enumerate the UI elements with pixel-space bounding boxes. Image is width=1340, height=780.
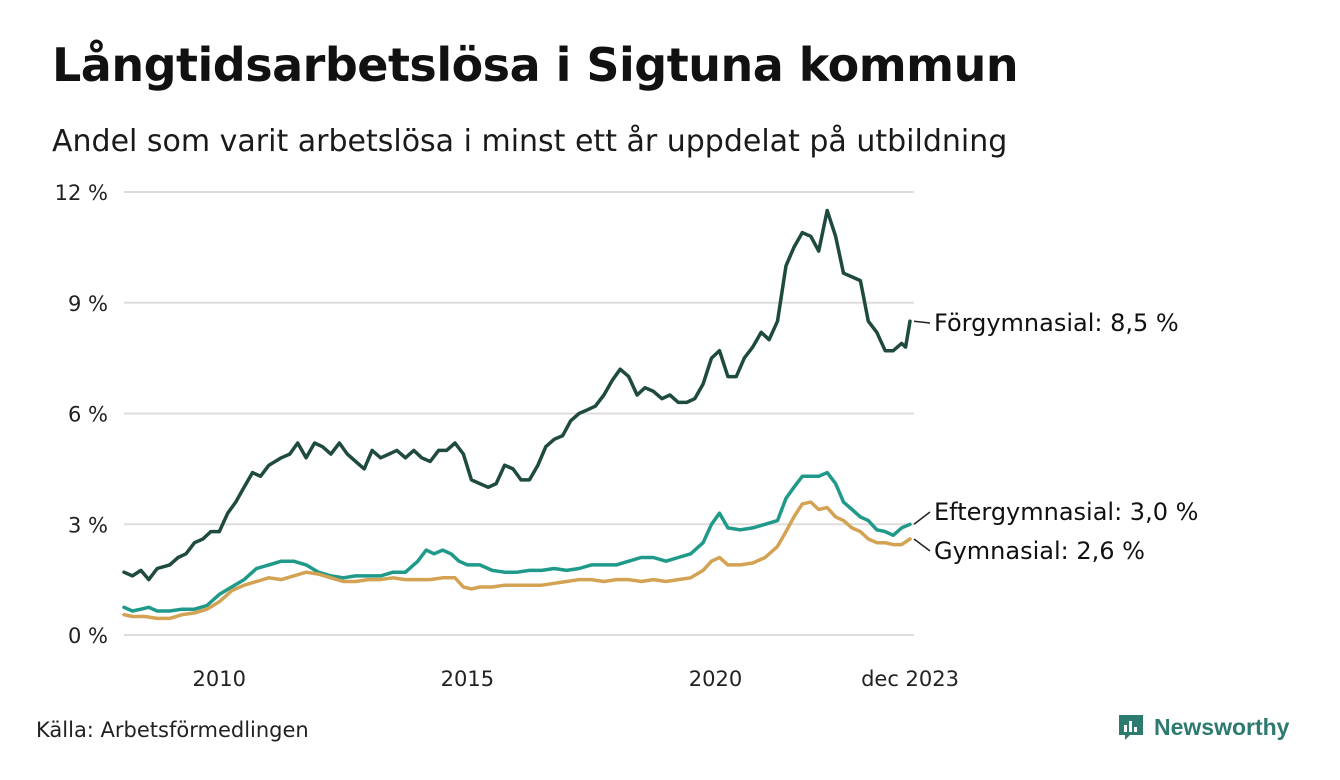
end-label-eftergymnasial: Eftergymnasial: 3,0 % <box>934 498 1198 526</box>
chart-subtitle: Andel som varit arbetslösa i minst ett å… <box>52 124 1008 159</box>
line-chart: 0 % 3 % 6 % 9 % 12 % 2010 2015 2020 dec 2023 Fö… <box>55 181 1199 691</box>
y-axis-ticks: 0 % 3 % 6 % 9 % 12 % <box>55 181 108 648</box>
chart-title: Långtidsarbetslösa i Sigtuna kommun <box>52 38 1019 92</box>
brand-name: Newsworthy <box>1154 713 1290 740</box>
y-tick-label: 3 % <box>68 513 108 537</box>
leader-line <box>913 538 931 552</box>
newsworthy-logo-icon <box>1119 715 1143 740</box>
y-tick-label: 9 % <box>68 292 108 316</box>
series-lines <box>122 208 912 621</box>
y-tick-label: 6 % <box>68 403 108 427</box>
x-tick-label: dec 2023 <box>861 667 959 691</box>
end-label-gymnasial: Gymnasial: 2,6 % <box>934 537 1145 565</box>
x-axis-ticks: 2010 2015 2020 dec 2023 <box>193 667 959 691</box>
series-line-eftergymnasial <box>122 470 912 613</box>
brand-logo: Newsworthy <box>1116 712 1289 742</box>
leader-line <box>913 511 931 525</box>
series-end-labels: Förgymnasial: 8,5 % Eftergymnasial: 3,0 %… <box>913 309 1198 565</box>
gridlines <box>124 191 914 636</box>
end-label-förgymnasial: Förgymnasial: 8,5 % <box>934 309 1179 337</box>
y-tick-label: 12 % <box>55 181 108 205</box>
source-note: Källa: Arbetsförmedlingen <box>36 718 309 742</box>
series-line-gymnasial <box>122 500 912 621</box>
series-line-förgymnasial <box>122 208 912 582</box>
leader-line <box>913 320 931 324</box>
y-tick-label: 0 % <box>68 624 108 648</box>
x-tick-label: 2020 <box>689 667 742 691</box>
x-tick-label: 2010 <box>193 667 246 691</box>
x-tick-label: 2015 <box>441 667 494 691</box>
